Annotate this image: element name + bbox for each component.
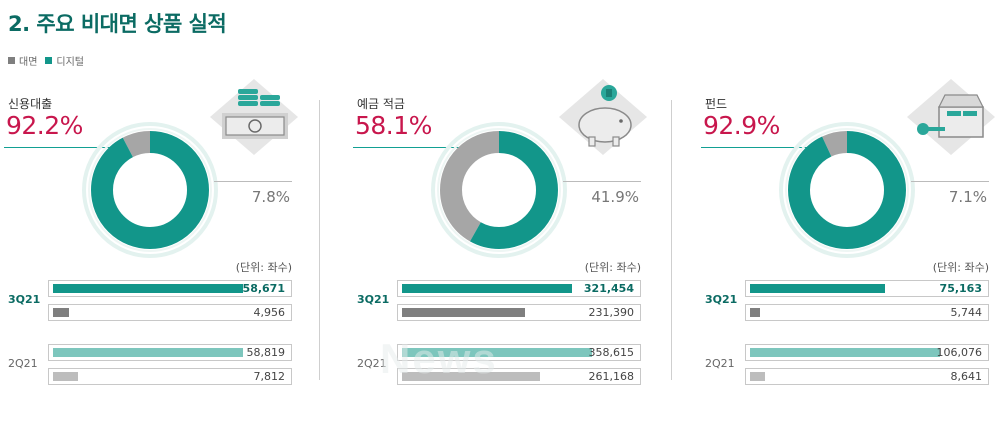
- face-bar-3q21-fill: [53, 308, 69, 317]
- face-bar-2q21-fill: [53, 372, 78, 381]
- panel-credit-loan: 신용대출 92.2% 7.8% (단위: 좌수) 3Q21 2Q21 58,671 4,…: [4, 79, 318, 405]
- quarter-label-previous: 2Q21: [8, 357, 38, 370]
- face-bar-2q21-value: 7,812: [253, 370, 286, 383]
- legend-label-face: 대면: [19, 57, 38, 68]
- digital-bar-3q21-value: 321,454: [583, 282, 634, 295]
- donut-inner-ring: [437, 128, 561, 252]
- face-share-value: 7.8%: [251, 188, 290, 206]
- watermark-decoration: News: [380, 335, 498, 382]
- face-share-leader-line: [911, 181, 989, 182]
- face-share-leader-line: [214, 181, 292, 182]
- face-bar-3q21-fill: [750, 308, 760, 317]
- unit-label: (단위: 좌수): [932, 261, 989, 274]
- donut-outer-ring: [82, 122, 218, 258]
- digital-bar-2q21-value: 58,819: [246, 346, 286, 359]
- digital-share-leader-line: [353, 147, 463, 148]
- quarter-label-current: 3Q21: [705, 293, 738, 306]
- product-name: 예금 적금: [357, 97, 405, 111]
- digital-bar-3q21: 321,454: [397, 280, 641, 297]
- quarter-label-current: 3Q21: [8, 293, 41, 306]
- donut-outer-ring: [431, 122, 567, 258]
- face-share-value: 7.1%: [948, 188, 987, 206]
- piggy-bank-icon: [559, 79, 647, 155]
- quarter-label-previous: 2Q21: [357, 357, 387, 370]
- digital-bar-2q21: 106,076: [745, 344, 989, 361]
- legend-swatch-face: [8, 57, 15, 64]
- panel-deposit-savings: 예금 적금 58.1% 41.9% (단위: 좌수) 3Q21 2Q21 321,454…: [353, 79, 667, 405]
- legend-item-digital: 디지털: [45, 53, 84, 68]
- donut-inner-ring: [785, 128, 909, 252]
- page-title: 2. 주요 비대면 상품 실적: [8, 12, 227, 36]
- legend-item-face: 대면: [8, 53, 37, 68]
- face-share-value: 41.9%: [591, 188, 639, 206]
- digital-share-value: 58.1%: [355, 111, 432, 140]
- face-bar-2q21-fill: [402, 372, 540, 381]
- face-bar-2q21-value: 261,168: [588, 370, 635, 383]
- donut-slice-digital: [440, 131, 558, 249]
- donut-chart: [779, 122, 915, 258]
- face-bar-3q21-fill: [402, 308, 525, 317]
- face-bar-3q21-value: 231,390: [588, 306, 635, 319]
- digital-bar-2q21-fill: [402, 348, 592, 357]
- face-bar-3q21-value: 5,744: [950, 306, 983, 319]
- product-name: 펀드: [705, 97, 728, 111]
- digital-bar-2q21-value: 358,615: [588, 346, 635, 359]
- legend-swatch-digital: [45, 57, 53, 64]
- face-bar-3q21: 4,956: [48, 304, 292, 321]
- digital-bar-3q21: 58,671: [48, 280, 292, 297]
- face-bar-3q21: 5,744: [745, 304, 989, 321]
- treasure-chest-key-icon: [907, 79, 995, 155]
- digital-bar-2q21-fill: [750, 348, 940, 357]
- unit-label: (단위: 좌수): [584, 261, 641, 274]
- donut-chart: [82, 122, 218, 258]
- face-bar-3q21-value: 4,956: [253, 306, 286, 319]
- face-bar-3q21: 231,390: [397, 304, 641, 321]
- digital-share-leader-line: [701, 147, 811, 148]
- digital-share-leader-line: [4, 147, 114, 148]
- face-bar-2q21-fill: [750, 372, 765, 381]
- face-bar-2q21: 8,641: [745, 368, 989, 385]
- digital-bar-3q21-value: 75,163: [939, 282, 982, 295]
- donut-chart: [431, 122, 567, 258]
- digital-bar-3q21-fill: [750, 284, 885, 293]
- digital-share-value: 92.2%: [6, 111, 83, 140]
- digital-bar-2q21-fill: [53, 348, 243, 357]
- legend-label-digital: 디지털: [56, 57, 85, 68]
- donut-slice-digital: [788, 131, 906, 249]
- digital-bar-2q21: 58,819: [48, 344, 292, 361]
- face-share-leader-line: [563, 181, 641, 182]
- panel-fund: 펀드 92.9% 7.1% (단위: 좌수) 3Q21 2Q21 75,163 5,74…: [701, 79, 1000, 405]
- donut-outer-ring: [779, 122, 915, 258]
- panel-divider: [319, 100, 320, 380]
- legend: 대면 디지털: [8, 53, 92, 68]
- donut-slice-digital: [91, 131, 209, 249]
- product-name: 신용대출: [8, 97, 53, 111]
- unit-label: (단위: 좌수): [235, 261, 292, 274]
- donut-inner-ring: [88, 128, 212, 252]
- face-bar-2q21: 7,812: [48, 368, 292, 385]
- digital-share-value: 92.9%: [703, 111, 780, 140]
- face-bar-2q21-value: 8,641: [950, 370, 983, 383]
- money-stack-icon: [210, 79, 298, 155]
- quarter-label-current: 3Q21: [357, 293, 390, 306]
- quarter-label-previous: 2Q21: [705, 357, 735, 370]
- digital-bar-3q21-fill: [53, 284, 243, 293]
- panel-divider: [671, 100, 672, 380]
- digital-bar-2q21: 358,615: [397, 344, 641, 361]
- digital-bar-3q21-fill: [402, 284, 572, 293]
- digital-bar-2q21-value: 106,076: [936, 346, 983, 359]
- digital-bar-3q21: 75,163: [745, 280, 989, 297]
- digital-bar-3q21-value: 58,671: [242, 282, 285, 295]
- face-bar-2q21: 261,168: [397, 368, 641, 385]
